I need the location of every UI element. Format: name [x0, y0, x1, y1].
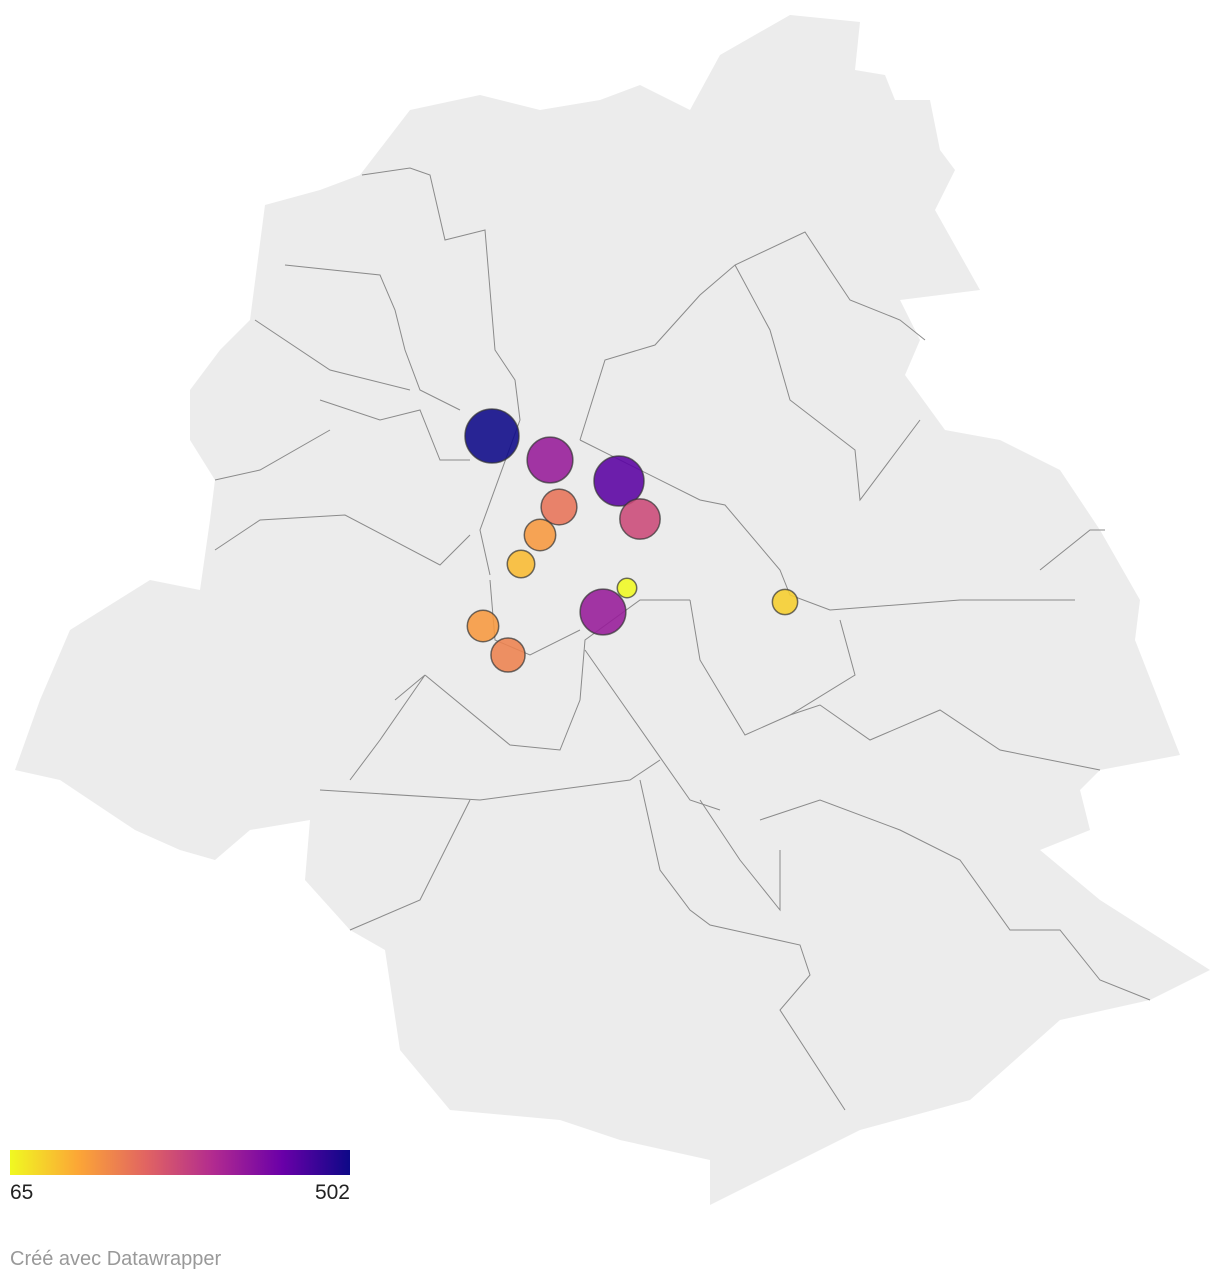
bubble: [464, 408, 520, 464]
bubble: [540, 488, 578, 526]
bubble: [523, 518, 557, 552]
bubble: [616, 577, 638, 599]
bubble: [619, 498, 661, 540]
credit: Créé avec Datawrapper: [10, 1248, 222, 1270]
bubble: [506, 549, 536, 579]
legend-scale: [10, 1150, 350, 1175]
bubble: [771, 588, 799, 616]
bubble: [579, 588, 627, 636]
bubble: [526, 436, 574, 484]
legend-max-label: 502: [315, 1181, 350, 1204]
bubble: [466, 609, 500, 643]
legend-min-label: 65: [10, 1181, 33, 1204]
bubbles: [464, 408, 799, 673]
bubble: [490, 637, 526, 673]
bubble: [593, 455, 645, 507]
